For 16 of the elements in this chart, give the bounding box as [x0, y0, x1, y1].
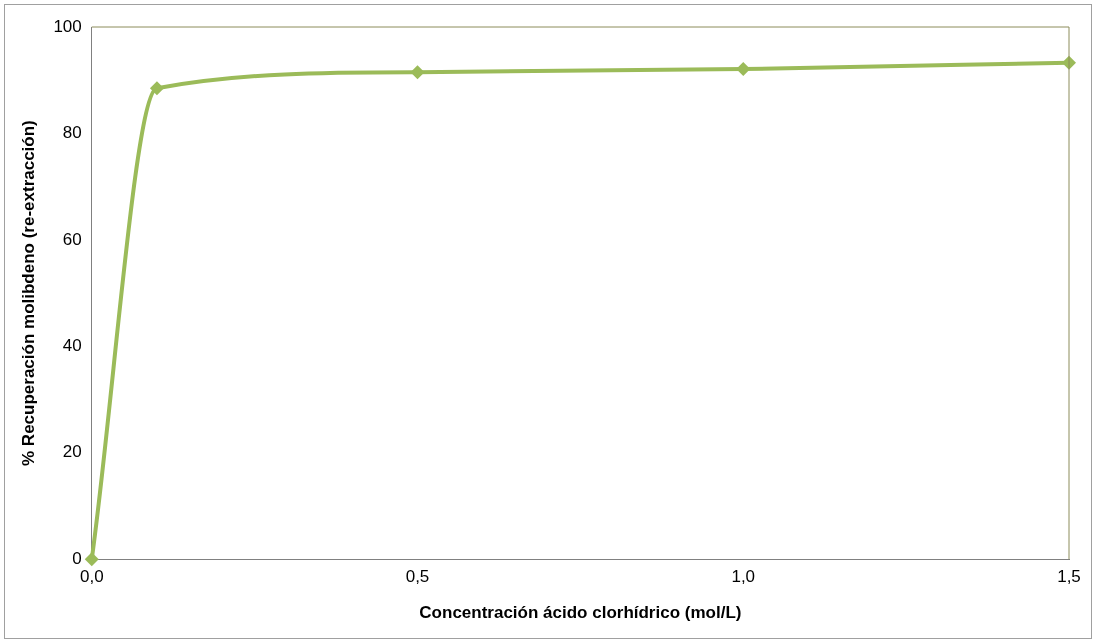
y-tick-label: 0: [72, 548, 82, 568]
y-axis-title: % Recuperación molibdeno (re-extracción): [18, 120, 38, 466]
x-tick-label: 1,0: [731, 567, 756, 587]
y-tick-label: 80: [62, 123, 82, 143]
point: [84, 552, 99, 567]
y-tick-label: 40: [62, 336, 82, 356]
point: [736, 62, 751, 77]
y-tick-label: 20: [62, 442, 82, 462]
y-tick-label: 60: [62, 229, 82, 249]
x-tick-label: 1,5: [1057, 567, 1081, 587]
x-tick-label: 0,5: [405, 567, 430, 587]
point: [410, 65, 425, 80]
point: [149, 81, 164, 96]
x-tick-label: 0,0: [79, 567, 104, 587]
y-tick-label: 100: [53, 16, 82, 36]
x-axis-title: Concentración ácido clorhídrico (mol/L): [419, 603, 742, 623]
